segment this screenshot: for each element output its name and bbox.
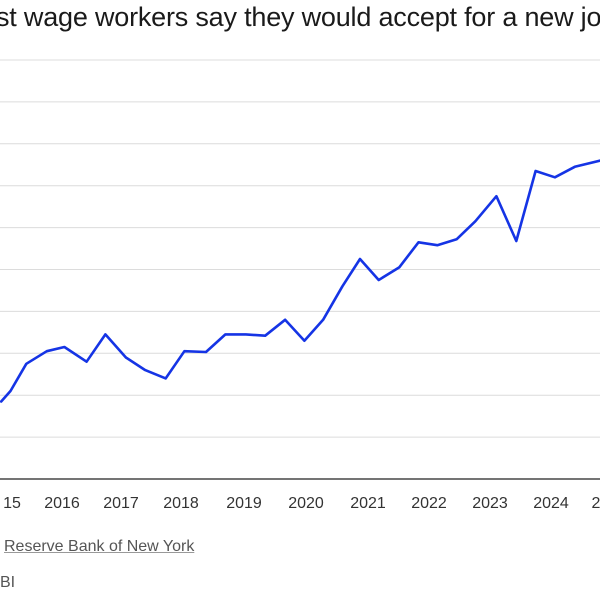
x-tick-label: 2018 xyxy=(163,495,199,512)
gridlines xyxy=(0,59,600,438)
x-tick-label: 2017 xyxy=(103,495,139,512)
x-tick-label: 2019 xyxy=(226,495,262,512)
chart-title: st wage workers say they would accept fo… xyxy=(0,2,600,32)
series-layer xyxy=(0,159,600,403)
x-tick-label: 2022 xyxy=(411,495,447,512)
x-tick-label: 2016 xyxy=(44,495,80,512)
x-tick-label: 2 xyxy=(592,495,600,512)
source-note: Reserve Bank of New York xyxy=(4,538,195,555)
x-tick-label: 15 xyxy=(3,495,21,512)
x-tick-label: 2023 xyxy=(472,495,508,512)
credit-note: BI xyxy=(0,574,16,591)
x-tick-label: 2021 xyxy=(350,495,386,512)
x-tick-label: 2020 xyxy=(288,495,324,512)
series-line xyxy=(0,159,600,403)
x-tick-label: 2024 xyxy=(533,495,569,512)
x-tick-labels: 15 2016 2017 2018 2019 2020 2021 2022 2023 2024 2 xyxy=(3,495,600,512)
